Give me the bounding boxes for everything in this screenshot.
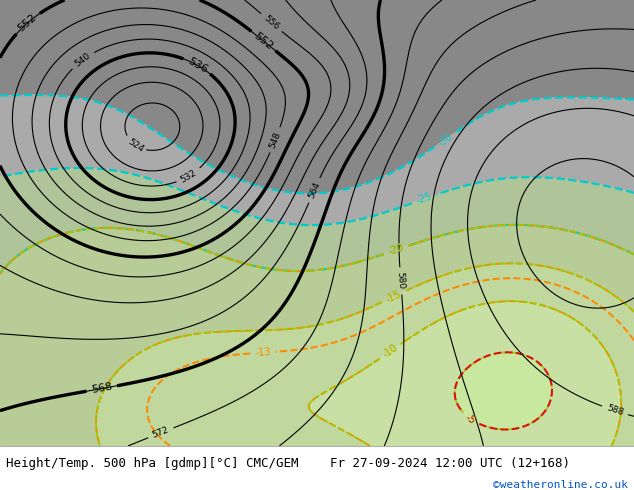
Text: -20: -20 <box>387 243 405 257</box>
Text: 552: 552 <box>16 12 39 34</box>
Text: 568: 568 <box>91 382 113 395</box>
Text: 580: 580 <box>396 272 406 290</box>
Text: -5: -5 <box>464 412 477 426</box>
Text: 524: 524 <box>126 137 145 154</box>
Text: -10: -10 <box>381 343 399 360</box>
Text: Fr 27-09-2024 12:00 UTC (12+168): Fr 27-09-2024 12:00 UTC (12+168) <box>330 457 570 470</box>
Text: -5: -5 <box>464 412 477 426</box>
Text: Height/Temp. 500 hPa [gdmp][°C] CMC/GEM: Height/Temp. 500 hPa [gdmp][°C] CMC/GEM <box>6 457 299 470</box>
Text: 552: 552 <box>252 30 275 51</box>
Text: 532: 532 <box>179 168 198 184</box>
Text: 548: 548 <box>268 130 283 149</box>
Text: 564: 564 <box>307 181 322 200</box>
Text: -25: -25 <box>415 192 433 206</box>
Text: ©weatheronline.co.uk: ©weatheronline.co.uk <box>493 480 628 490</box>
Text: 572: 572 <box>152 425 171 440</box>
Text: -30: -30 <box>436 131 455 148</box>
Text: -15: -15 <box>384 289 403 305</box>
Text: -20: -20 <box>387 243 405 257</box>
Text: -10: -10 <box>381 343 399 360</box>
Text: -20: -20 <box>387 243 405 257</box>
Text: -15: -15 <box>384 289 403 305</box>
Text: 588: 588 <box>605 404 624 417</box>
Text: 536: 536 <box>186 56 209 75</box>
Text: 540: 540 <box>73 51 92 69</box>
Text: 556: 556 <box>262 14 281 32</box>
Text: -13: -13 <box>255 347 271 358</box>
